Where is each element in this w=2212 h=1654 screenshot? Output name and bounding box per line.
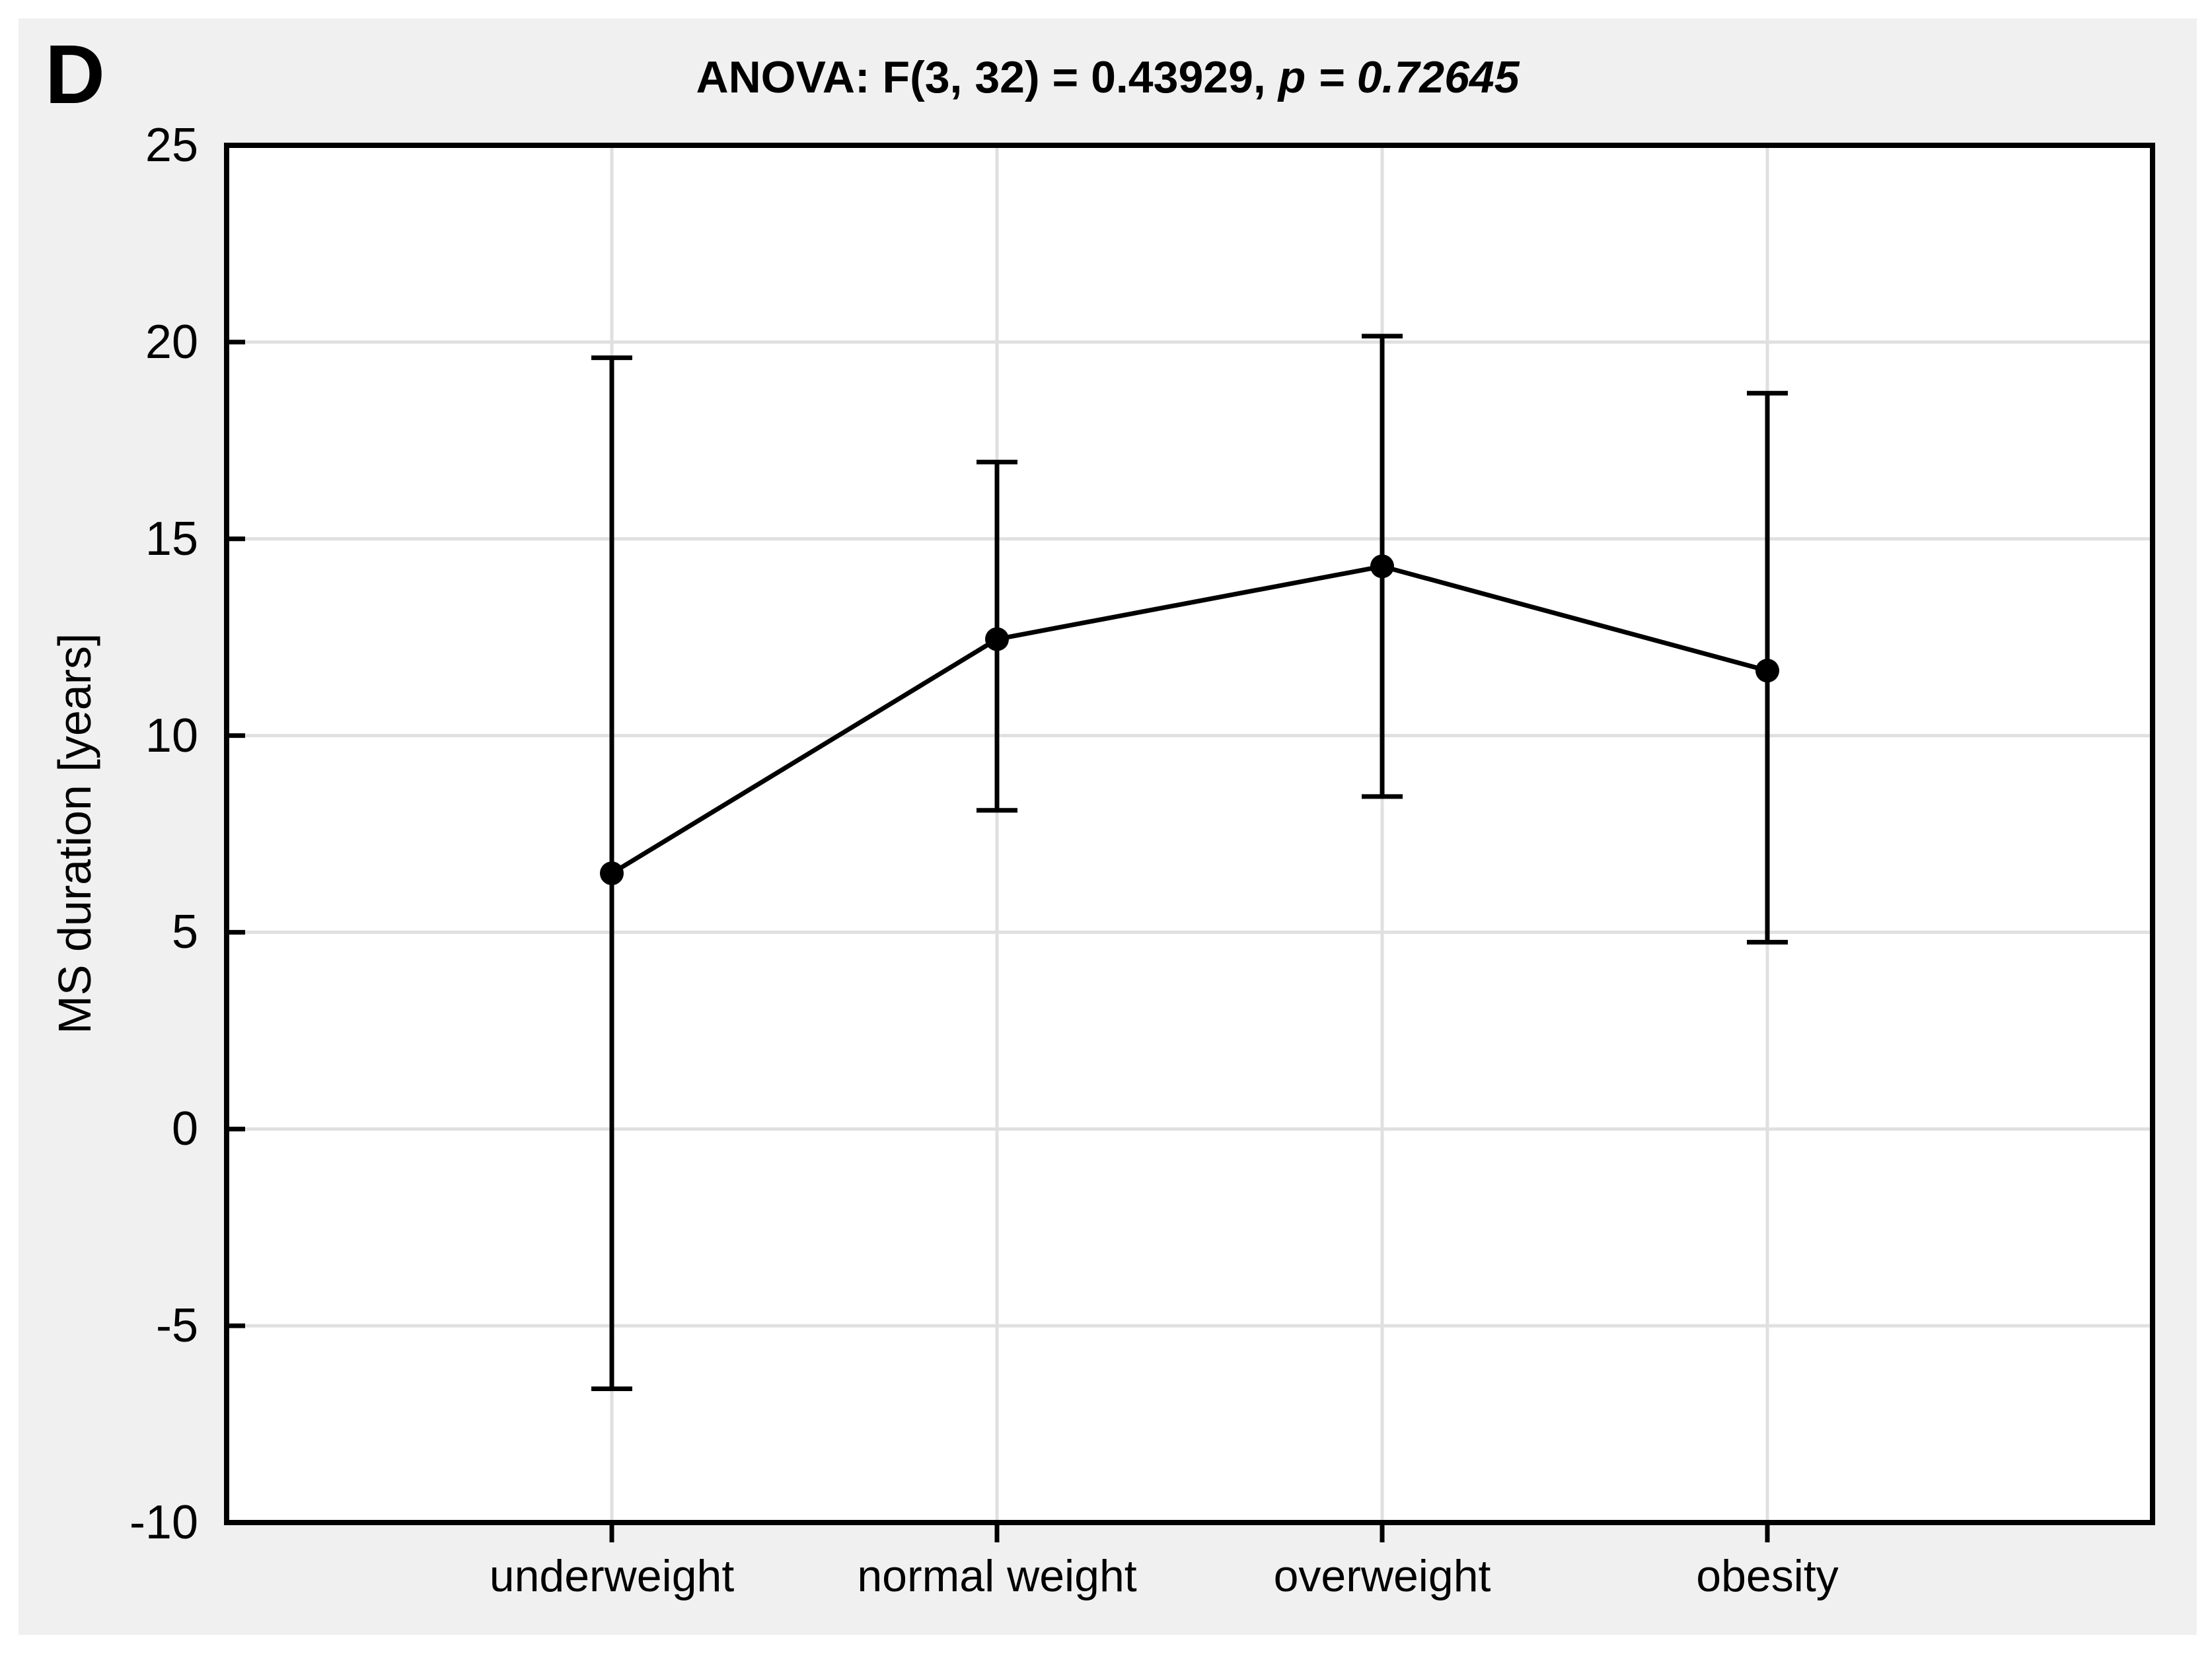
plot-border [224, 143, 2155, 1525]
y-tick-label: -5 [155, 1299, 198, 1353]
y-tick-label: 10 [145, 709, 198, 762]
y-tick-label: 5 [171, 906, 198, 959]
plot-area [227, 145, 2153, 1523]
chart-title-p-value: p = 0.72645 [1278, 52, 1520, 102]
mean-marker [985, 627, 1009, 651]
mean-line [610, 563, 1768, 876]
mean-marker [600, 861, 624, 886]
chart-title-main: ANOVA: F(3, 32) = 0.43929, [696, 52, 1278, 102]
mean-marker [1755, 659, 1779, 683]
x-category-label: normal weight [857, 1551, 1137, 1601]
y-tick-label: 15 [145, 512, 198, 565]
x-category-label: underweight [489, 1551, 735, 1601]
x-category-label: overweight [1273, 1551, 1491, 1601]
y-tick-label: 25 [145, 119, 198, 172]
x-category-label: obesity [1696, 1551, 1839, 1601]
y-tick-label: 0 [171, 1102, 198, 1156]
y-tick-label: -10 [129, 1496, 198, 1549]
panel-label: D [45, 28, 105, 121]
mean-marker [1370, 554, 1394, 579]
chart-title: ANOVA: F(3, 32) = 0.43929, p = 0.72645 [18, 52, 2197, 103]
y-tick-label: 20 [145, 315, 198, 369]
